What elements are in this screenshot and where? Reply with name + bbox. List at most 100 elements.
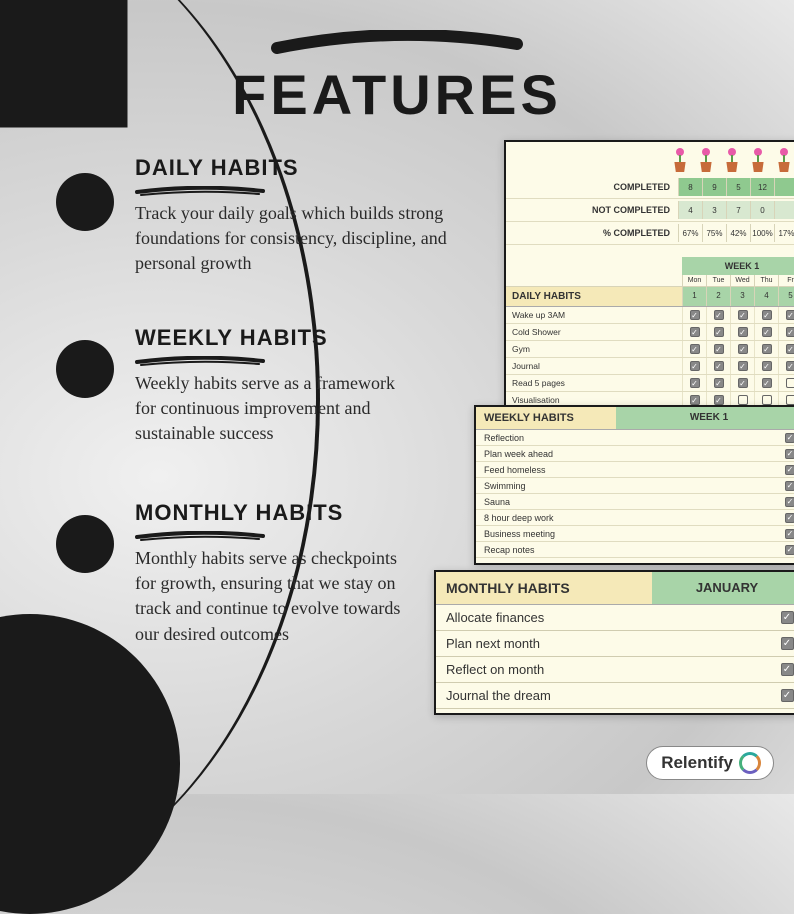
habit-name: Reflection: [476, 430, 616, 445]
daily-habits-panel: COMPLETED89512NOT COMPLETED4370% COMPLET…: [504, 140, 794, 450]
page-title: FEATURES: [0, 62, 794, 127]
num-cell: 4: [754, 287, 778, 306]
monthly-habits-panel: MONTHLY HABITS JANUARY Allocate finances…: [434, 570, 794, 715]
check-cell[interactable]: ✓: [706, 307, 730, 323]
check-cell[interactable]: ✓: [778, 545, 794, 555]
check-cell[interactable]: ✓: [706, 324, 730, 340]
stat-cell: 7: [726, 201, 750, 219]
weekly-habits-panel: WEEKLY HABITS WEEK 1 Reflection✓Plan wee…: [474, 405, 794, 565]
brand-logo: Relentify: [646, 746, 774, 780]
stat-cell: 3: [702, 201, 726, 219]
day-cell: Tue: [706, 275, 730, 286]
checkbox-icon: ✓: [690, 344, 700, 354]
num-cell: 1: [682, 287, 706, 306]
checkbox-icon: ✓: [738, 310, 748, 320]
check-cell[interactable]: [778, 375, 794, 391]
habit-name: Recap notes: [476, 542, 616, 557]
check-cell[interactable]: ✓: [772, 637, 794, 650]
check-cell[interactable]: ✓: [778, 449, 794, 459]
checkbox-icon: ✓: [785, 465, 794, 475]
stat-cell: 0: [750, 201, 774, 219]
checkbox-icon: ✓: [785, 449, 794, 459]
checkbox-icon: ✓: [781, 637, 794, 650]
stat-cell: 12: [750, 178, 774, 196]
habit-name: Reflect on month: [436, 657, 772, 682]
checkbox-icon: ✓: [785, 545, 794, 555]
num-cell: 2: [706, 287, 730, 306]
check-cell[interactable]: ✓: [754, 375, 778, 391]
habit-row: Plan week ahead✓: [476, 446, 794, 462]
check-cell[interactable]: ✓: [778, 341, 794, 357]
checkbox-icon: [762, 395, 772, 405]
check-cell[interactable]: ✓: [778, 529, 794, 539]
check-cell[interactable]: ✓: [682, 324, 706, 340]
check-cell[interactable]: ✓: [754, 324, 778, 340]
stat-cell: 5: [726, 178, 750, 196]
check-cell[interactable]: ✓: [730, 375, 754, 391]
checkbox-icon: ✓: [690, 310, 700, 320]
check-cell[interactable]: ✓: [754, 341, 778, 357]
plant-row: [506, 142, 794, 176]
check-cell[interactable]: ✓: [730, 341, 754, 357]
check-cell[interactable]: ✓: [778, 481, 794, 491]
check-cell[interactable]: ✓: [772, 689, 794, 702]
stat-cell: 8: [678, 178, 702, 196]
check-cell[interactable]: ✓: [778, 358, 794, 374]
section-body: Monthly habits serve as checkpoints for …: [135, 546, 415, 647]
check-cell[interactable]: ✓: [778, 324, 794, 340]
check-cell[interactable]: ✓: [682, 341, 706, 357]
checkbox-icon: ✓: [781, 663, 794, 676]
checkbox-icon: ✓: [690, 327, 700, 337]
check-cell[interactable]: ✓: [730, 358, 754, 374]
checkbox-icon: ✓: [738, 344, 748, 354]
check-cell[interactable]: ✓: [772, 611, 794, 624]
plant-icon: [670, 148, 690, 172]
checkbox-icon: ✓: [714, 327, 724, 337]
timeline-dot: [56, 173, 114, 231]
check-cell[interactable]: ✓: [754, 307, 778, 323]
checkbox-icon: ✓: [786, 361, 794, 371]
check-cell[interactable]: ✓: [778, 307, 794, 323]
habit-name: Business meeting: [476, 526, 616, 541]
checkbox-icon: ✓: [762, 378, 772, 388]
habit-row: Plan next month✓: [436, 631, 794, 657]
checkbox-icon: ✓: [714, 344, 724, 354]
habit-name: Read 5 pages: [506, 375, 682, 391]
habit-name: Feed homeless: [476, 462, 616, 477]
check-cell[interactable]: ✓: [682, 358, 706, 374]
check-cell[interactable]: ✓: [778, 513, 794, 523]
check-cell[interactable]: ✓: [754, 358, 778, 374]
stat-cell: 100%: [750, 224, 774, 242]
stat-label: NOT COMPLETED: [510, 205, 670, 215]
check-cell[interactable]: ✓: [730, 307, 754, 323]
habit-row: Journal the dream✓: [436, 683, 794, 709]
plant-icon: [696, 148, 716, 172]
stat-cell: 17%: [774, 224, 794, 242]
check-cell[interactable]: ✓: [706, 358, 730, 374]
plant-icon: [774, 148, 794, 172]
stat-cell: 67%: [678, 224, 702, 242]
section-heading: DAILY HABITS: [135, 155, 475, 181]
day-cell: Mon: [682, 275, 706, 286]
check-cell[interactable]: ✓: [682, 307, 706, 323]
habit-row: Swimming✓: [476, 478, 794, 494]
checkbox-icon: ✓: [781, 611, 794, 624]
check-cell[interactable]: ✓: [706, 375, 730, 391]
checkbox-icon: ✓: [738, 361, 748, 371]
brush-stroke-icon: [267, 30, 527, 54]
title-block: FEATURES: [0, 30, 794, 127]
checkbox-icon: ✓: [738, 327, 748, 337]
checkbox-icon: [786, 395, 794, 405]
underline-brush-icon: [135, 353, 265, 363]
habit-name: Sauna: [476, 494, 616, 509]
habit-row: Feed homeless ✓: [476, 462, 794, 478]
check-cell[interactable]: ✓: [778, 433, 794, 443]
check-cell[interactable]: ✓: [778, 497, 794, 507]
habit-row: Reflect on month ✓: [436, 657, 794, 683]
stat-row: % COMPLETED67%75%42%100%17%: [506, 222, 794, 245]
check-cell[interactable]: ✓: [772, 663, 794, 676]
check-cell[interactable]: ✓: [682, 375, 706, 391]
check-cell[interactable]: ✓: [730, 324, 754, 340]
check-cell[interactable]: ✓: [706, 341, 730, 357]
check-cell[interactable]: ✓: [778, 465, 794, 475]
